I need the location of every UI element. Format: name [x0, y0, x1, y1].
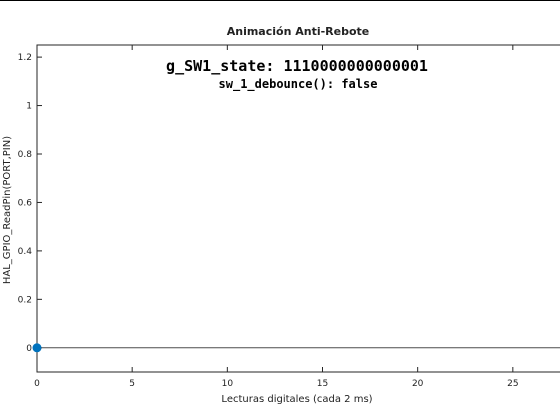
y-axis-label: HAL_GPIO_ReadPin(PORT,PIN): [2, 136, 13, 284]
x-tick-label: 25: [507, 379, 518, 389]
x-axis-label: Lecturas digitales (cada 2 ms): [221, 394, 372, 405]
annotation-debounce: sw_1_debounce(): false: [219, 77, 378, 92]
x-tick-label: 15: [317, 379, 328, 389]
y-tick-label: 0.8: [18, 150, 33, 160]
plot-frame: [36, 44, 560, 373]
annotation-state: g_SW1_state: 1110000000000001: [166, 57, 428, 75]
axes: [36, 44, 560, 373]
ticks: 05101520253000.20.40.60.811.2: [18, 45, 519, 389]
y-tick-label: 0.6: [18, 198, 33, 208]
y-tick-label: 0.4: [18, 247, 33, 257]
y-tick-label: 0.2: [18, 295, 32, 305]
x-tick-label: 5: [129, 379, 135, 389]
y-tick-label: 1: [26, 102, 32, 112]
y-tick-label: 1.2: [18, 53, 32, 63]
x-tick-label: 0: [34, 379, 40, 389]
top-border: [0, 0, 560, 1]
series: [32, 343, 560, 353]
x-tick-label: 20: [412, 379, 424, 389]
chart-title: Animación Anti-Rebote: [227, 25, 370, 38]
x-tick-label: 10: [222, 379, 234, 389]
y-tick-label: 0: [26, 344, 32, 354]
data-point: [32, 343, 42, 353]
